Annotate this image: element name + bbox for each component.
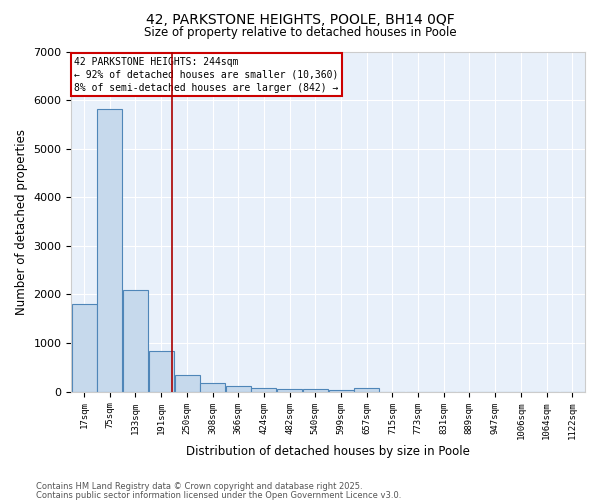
Bar bbox=[200, 382, 225, 392]
Bar bbox=[71, 304, 97, 392]
Bar bbox=[302, 390, 328, 392]
X-axis label: Distribution of detached houses by size in Poole: Distribution of detached houses by size … bbox=[186, 444, 470, 458]
Bar bbox=[277, 389, 302, 392]
Y-axis label: Number of detached properties: Number of detached properties bbox=[15, 128, 28, 314]
Bar bbox=[97, 109, 122, 392]
Text: Contains public sector information licensed under the Open Government Licence v3: Contains public sector information licen… bbox=[36, 490, 401, 500]
Bar bbox=[123, 290, 148, 392]
Bar bbox=[175, 375, 200, 392]
Bar bbox=[251, 388, 277, 392]
Text: Size of property relative to detached houses in Poole: Size of property relative to detached ho… bbox=[143, 26, 457, 39]
Bar bbox=[354, 388, 379, 392]
Bar bbox=[149, 352, 174, 392]
Bar bbox=[226, 386, 251, 392]
Text: 42 PARKSTONE HEIGHTS: 244sqm
← 92% of detached houses are smaller (10,360)
8% of: 42 PARKSTONE HEIGHTS: 244sqm ← 92% of de… bbox=[74, 56, 338, 93]
Bar bbox=[329, 390, 354, 392]
Text: 42, PARKSTONE HEIGHTS, POOLE, BH14 0QF: 42, PARKSTONE HEIGHTS, POOLE, BH14 0QF bbox=[146, 12, 454, 26]
Text: Contains HM Land Registry data © Crown copyright and database right 2025.: Contains HM Land Registry data © Crown c… bbox=[36, 482, 362, 491]
